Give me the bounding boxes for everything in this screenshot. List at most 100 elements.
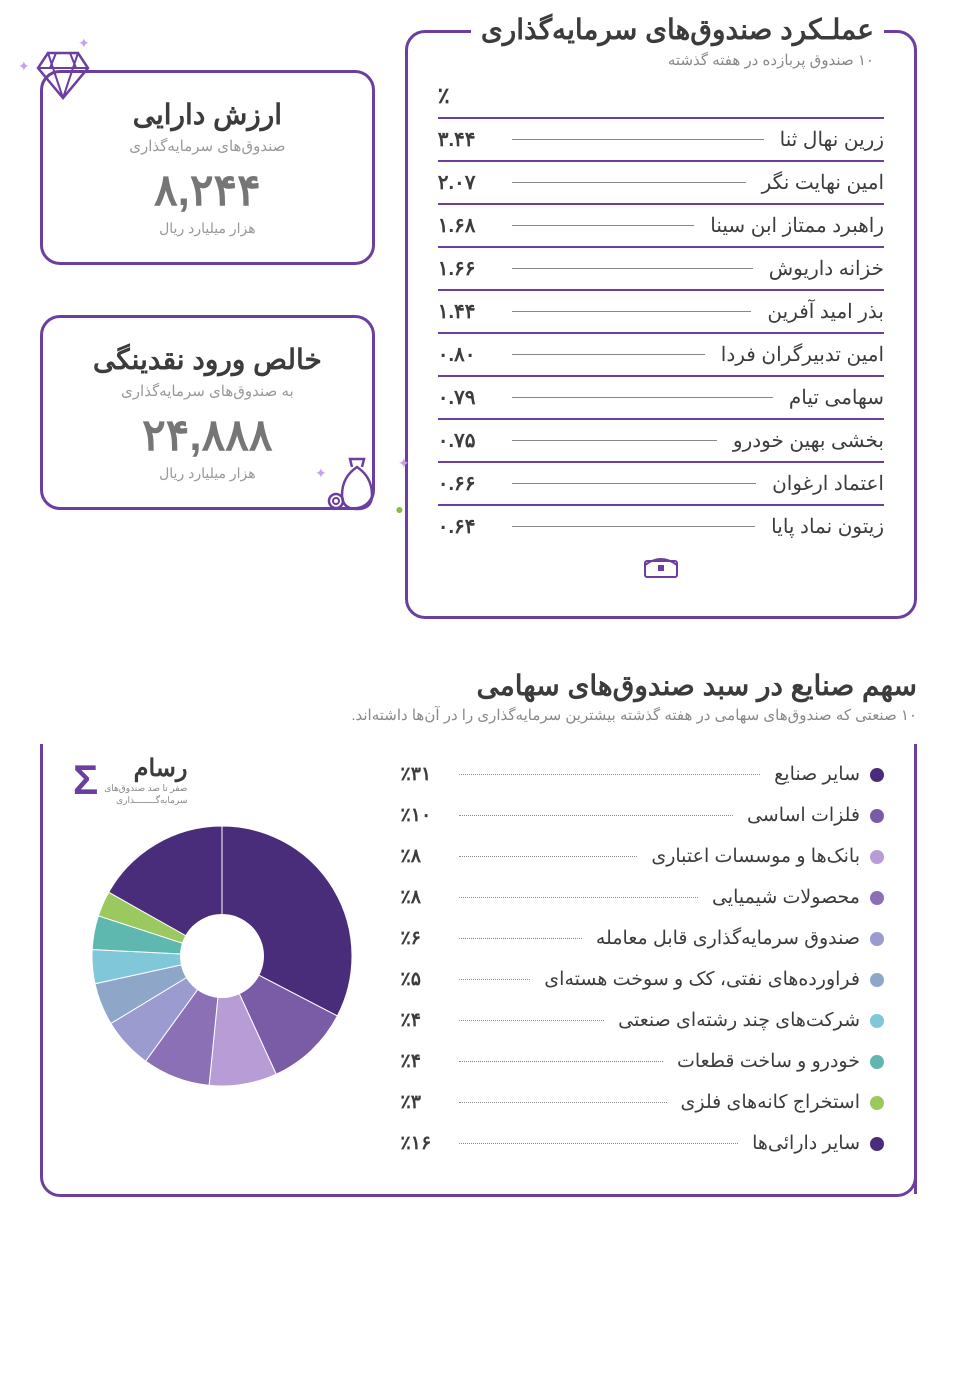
liquidity-title: خالص ورود نقدینگی [73, 343, 342, 376]
sector-name: فراورده‌های نفتی، کک و سوخت هسته‌ای [544, 968, 860, 991]
funds-performance-panel: عملـکرد صندوق‌های سرمایه‌گذاری ۱۰ صندوق … [405, 30, 917, 619]
sector-color-dot [870, 768, 884, 782]
leader-line [512, 182, 746, 183]
fund-percent: ۱.۶۶ [438, 256, 496, 281]
sectors-panel: سایر صنایع ٪۳۱ فلزات اساسی ٪۱۰ بانک‌ها و… [40, 744, 917, 1197]
sector-color-dot [870, 1055, 884, 1069]
sector-color-dot [870, 1014, 884, 1028]
diamond-icon: ✦ ✦ [28, 43, 98, 108]
sector-row: شرکت‌های چند رشته‌ای صنعتی ٪۴ [401, 1000, 884, 1041]
funds-title: عملـکرد صندوق‌های سرمایه‌گذاری [471, 13, 884, 46]
sector-row: فراورده‌های نفتی، کک و سوخت هسته‌ای ٪۵ [401, 959, 884, 1000]
leader-line [459, 774, 761, 775]
sector-row: استخراج کانه‌های فلزی ٪۳ [401, 1082, 884, 1123]
sector-name: استخراج کانه‌های فلزی [681, 1091, 861, 1114]
sector-percent: ٪۶ [401, 927, 445, 950]
brand-sub-1: صفر تا صد صندوق‌های [104, 783, 187, 795]
fund-percent: ۰.۶۶ [438, 471, 496, 496]
money-bag-icon: ● ✦ ✦ [322, 447, 392, 522]
donut-hole [180, 914, 264, 998]
leader-line [459, 1061, 663, 1062]
sectors-donut-chart [82, 816, 362, 1096]
leader-line [459, 1102, 667, 1103]
sector-list: سایر صنایع ٪۳۱ فلزات اساسی ٪۱۰ بانک‌ها و… [401, 754, 884, 1164]
leader-line [459, 1143, 739, 1144]
sector-name: خودرو و ساخت قطعات [677, 1050, 860, 1073]
liquidity-sub: به صندوق‌های سرمایه‌گذاری [73, 382, 342, 400]
sector-percent: ٪۸ [401, 845, 445, 868]
fund-percent: ۱.۴۴ [438, 299, 496, 324]
fund-percent: ۱.۶۸ [438, 213, 496, 238]
sector-color-dot [870, 932, 884, 946]
leader-line [512, 397, 773, 398]
leader-line [512, 440, 717, 441]
liquidity-card: خالص ورود نقدینگی به صندوق‌های سرمایه‌گذ… [40, 315, 375, 510]
asset-value: ۸,۲۴۴ [73, 165, 342, 216]
fund-name: امین نهایت نگر [762, 170, 884, 195]
sector-percent: ٪۴ [401, 1009, 445, 1032]
fund-row: امین تدبیرگران فردا ۰.۸۰ [438, 332, 884, 375]
sector-percent: ٪۱۰ [401, 804, 445, 827]
sector-row: صندوق سرمایه‌گذاری قابل معامله ٪۶ [401, 918, 884, 959]
sector-name: بانک‌ها و موسسات اعتباری [651, 845, 860, 868]
fund-percent: ۰.۷۹ [438, 385, 496, 410]
fund-row: اعتماد ارغوان ۰.۶۶ [438, 461, 884, 504]
fund-row: زیتون نماد پایا ۰.۶۴ [438, 504, 884, 539]
sector-name: شرکت‌های چند رشته‌ای صنعتی [618, 1009, 860, 1032]
fund-name: اعتماد ارغوان [772, 471, 884, 496]
sector-color-dot [870, 973, 884, 987]
sector-row: فلزات اساسی ٪۱۰ [401, 795, 884, 836]
fund-name: راهبرد ممتاز ابن سینا [710, 213, 884, 238]
sector-color-dot [870, 891, 884, 905]
sector-name: صندوق سرمایه‌گذاری قابل معامله [596, 927, 860, 950]
sector-color-dot [870, 1137, 884, 1151]
sector-percent: ٪۸ [401, 886, 445, 909]
fund-name: بخشی بهین خودرو [733, 428, 884, 453]
sector-row: بانک‌ها و موسسات اعتباری ٪۸ [401, 836, 884, 877]
leader-line [459, 897, 698, 898]
leader-line [459, 979, 531, 980]
leader-line [512, 526, 755, 527]
fund-row: خزانه داریوش ۱.۶۶ [438, 246, 884, 289]
sector-name: سایر صنایع [774, 763, 860, 786]
fund-row: بذر امید آفرین ۱.۴۴ [438, 289, 884, 332]
asset-title: ارزش دارایی [73, 98, 342, 131]
sigma-icon: Σ [73, 756, 98, 804]
fund-percent: ۰.۶۴ [438, 514, 496, 539]
fund-name: بذر امید آفرین [767, 299, 884, 324]
sector-row: محصولات شیمیایی ٪۸ [401, 877, 884, 918]
fund-name: زرین نهال ثنا [780, 127, 884, 152]
leader-line [512, 311, 752, 312]
sector-row: سایر دارائی‌ها ٪۱۶ [401, 1123, 884, 1164]
fund-name: سهامی تیام [789, 385, 884, 410]
sector-name: سایر دارائی‌ها [752, 1132, 860, 1155]
leader-line [512, 225, 695, 226]
sectors-title: سهم صنایع در سبد صندوق‌های سهامی [40, 669, 917, 702]
brand-sub-2: سرمایه‌گــــــــذاری [104, 795, 187, 807]
sector-name: محصولات شیمیایی [712, 886, 860, 909]
leader-line [512, 268, 753, 269]
sector-color-dot [870, 850, 884, 864]
fund-percent: ۰.۷۵ [438, 428, 496, 453]
leader-line [512, 354, 705, 355]
sector-row: سایر صنایع ٪۳۱ [401, 754, 884, 795]
fund-row: بخشی بهین خودرو ۰.۷۵ [438, 418, 884, 461]
fund-name: زیتون نماد پایا [771, 514, 884, 539]
sectors-subtitle: ۱۰ صنعتی که صندوق‌های سهامی در هفته گذشت… [40, 706, 917, 724]
sector-percent: ٪۳۱ [401, 763, 445, 786]
percent-header: ٪ [438, 83, 884, 109]
sector-percent: ٪۳ [401, 1091, 445, 1114]
leader-line [512, 139, 764, 140]
fund-row: راهبرد ممتاز ابن سینا ۱.۶۸ [438, 203, 884, 246]
asset-unit: هزار میلیارد ریال [73, 220, 342, 237]
fund-row: امین نهایت نگر ۲.۰۷ [438, 160, 884, 203]
fund-percent: ۳.۴۴ [438, 127, 496, 152]
liquidity-value: ۲۴,۸۸۸ [73, 410, 342, 461]
asset-sub: صندوق‌های سرمایه‌گذاری [73, 137, 342, 155]
sector-percent: ٪۱۶ [401, 1132, 445, 1155]
sector-percent: ٪۵ [401, 968, 445, 991]
leader-line [459, 815, 733, 816]
sector-row: خودرو و ساخت قطعات ٪۴ [401, 1041, 884, 1082]
brand-name: رسام [104, 754, 187, 783]
fund-percent: ۲.۰۷ [438, 170, 496, 195]
